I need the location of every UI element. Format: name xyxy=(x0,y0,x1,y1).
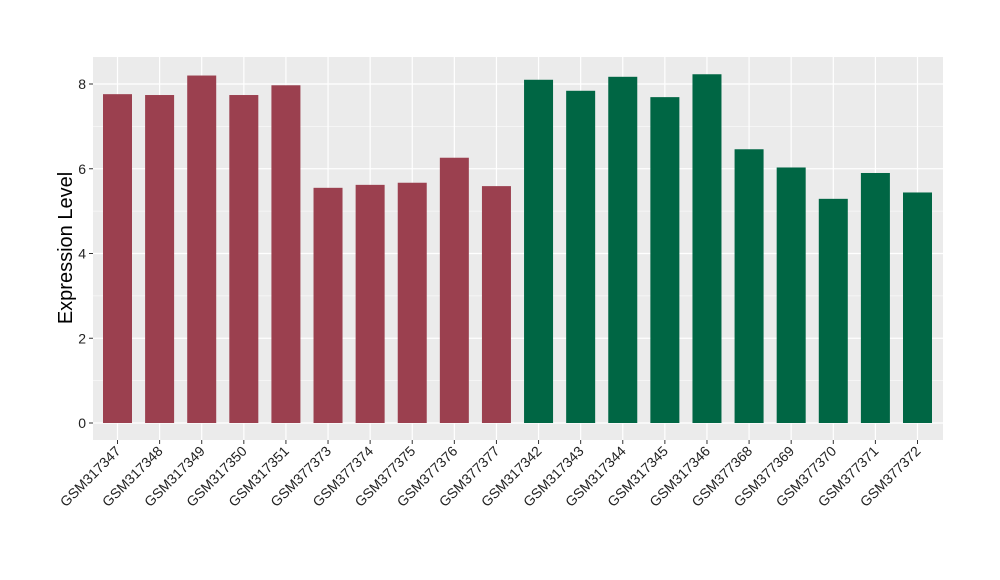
bar xyxy=(229,95,259,423)
bar xyxy=(566,90,596,423)
y-tick-label: 0 xyxy=(78,415,86,431)
bar xyxy=(776,167,806,423)
bar xyxy=(313,187,343,423)
y-tick-label: 2 xyxy=(78,330,86,346)
bars-layer xyxy=(103,74,932,424)
bar xyxy=(650,97,680,423)
y-tick-label: 8 xyxy=(78,76,86,92)
bar xyxy=(860,172,890,423)
bar xyxy=(903,192,932,423)
bar xyxy=(692,74,722,423)
bar xyxy=(103,94,132,424)
bar xyxy=(187,75,217,424)
bar xyxy=(818,198,848,423)
y-axis-title: Expression Level xyxy=(55,172,77,324)
bar xyxy=(439,157,469,424)
bar xyxy=(608,76,638,423)
bar xyxy=(481,186,511,423)
y-tick-label: 4 xyxy=(78,246,86,262)
x-axis: GSM317347GSM317348GSM317349GSM317350GSM3… xyxy=(57,440,924,510)
bar xyxy=(524,79,554,423)
y-axis: 0 2 4 6 8 xyxy=(78,76,93,431)
plot-panel xyxy=(93,57,943,440)
y-tick-label: 6 xyxy=(78,161,86,177)
bar xyxy=(271,85,301,424)
bar xyxy=(734,149,764,423)
bar xyxy=(397,182,427,423)
bar xyxy=(145,95,175,423)
bar xyxy=(355,184,385,423)
